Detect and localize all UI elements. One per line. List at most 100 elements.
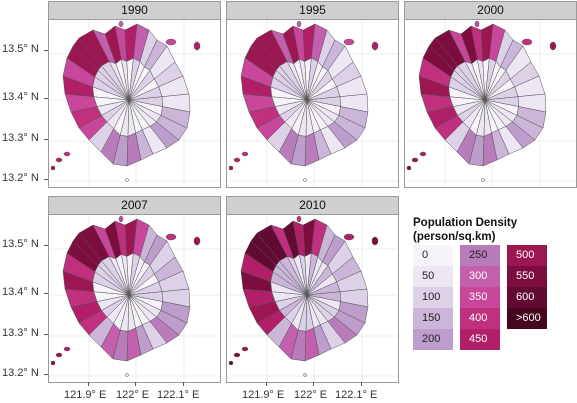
island-region bbox=[125, 178, 129, 182]
island-region bbox=[371, 41, 379, 51]
map-plot bbox=[404, 19, 577, 188]
island-region bbox=[411, 157, 419, 163]
map-panel-1995: 1995 bbox=[226, 1, 399, 188]
y-axis-label: 13.4° N bbox=[2, 286, 39, 298]
panel-strip: 1995 bbox=[226, 1, 399, 20]
y-axis-tick bbox=[44, 374, 48, 375]
map-plot bbox=[48, 19, 221, 188]
island-region bbox=[228, 360, 234, 366]
island-region bbox=[296, 215, 302, 223]
x-axis-label: 122° E bbox=[294, 389, 328, 401]
y-axis-tick bbox=[44, 50, 48, 51]
y-axis-label: 13.2° N bbox=[2, 367, 39, 379]
municipality-region bbox=[97, 260, 130, 296]
legend-title: Population Density (person/sq.km) bbox=[413, 216, 573, 244]
island-region bbox=[165, 38, 177, 46]
legend-swatch bbox=[460, 329, 500, 350]
legend-swatch bbox=[413, 245, 453, 266]
choropleth-map bbox=[227, 215, 398, 382]
island-region bbox=[303, 178, 307, 182]
legend-label: 150 bbox=[422, 312, 441, 324]
y-axis-tick bbox=[44, 179, 48, 180]
choropleth-map bbox=[227, 20, 398, 187]
y-axis-tick bbox=[44, 139, 48, 140]
legend-label: 550 bbox=[516, 270, 535, 282]
x-axis-tick bbox=[313, 382, 314, 386]
y-axis-label: 13.2° N bbox=[2, 172, 39, 184]
legend-label: 0 bbox=[422, 249, 429, 261]
y-axis-label: 13.5° N bbox=[2, 238, 39, 250]
x-axis-label: 122.1° E bbox=[335, 389, 378, 401]
y-axis-label: 13.5° N bbox=[2, 43, 39, 55]
legend-swatch bbox=[460, 266, 500, 287]
island-region bbox=[55, 157, 63, 163]
legend-label: >600 bbox=[516, 312, 541, 324]
island-region bbox=[343, 38, 355, 46]
legend-swatch bbox=[507, 245, 547, 266]
island-region bbox=[63, 346, 71, 352]
y-axis-label: 13.3° N bbox=[2, 132, 39, 144]
municipality-region bbox=[97, 65, 130, 101]
legend-swatch bbox=[460, 245, 500, 266]
island-region bbox=[118, 215, 124, 223]
y-axis-tick bbox=[44, 293, 48, 294]
y-axis-tick bbox=[44, 98, 48, 99]
y-axis-tick bbox=[44, 334, 48, 335]
legend-label: 600 bbox=[516, 291, 535, 303]
map-plot bbox=[48, 214, 221, 383]
island-region bbox=[165, 233, 177, 241]
map-panel-1990: 1990 bbox=[48, 1, 221, 188]
legend-swatch bbox=[507, 308, 547, 329]
panel-strip: 1990 bbox=[48, 1, 221, 20]
island-region bbox=[549, 41, 557, 51]
legend-swatch bbox=[413, 266, 453, 287]
island-region bbox=[481, 178, 485, 182]
legend-label: 200 bbox=[422, 333, 441, 345]
x-axis-label: 121.9° E bbox=[242, 389, 285, 401]
map-panel-2007: 2007 bbox=[48, 196, 221, 383]
legend-label: 250 bbox=[469, 249, 488, 261]
island-region bbox=[63, 151, 71, 157]
legend-swatch bbox=[507, 266, 547, 287]
legend-label: 100 bbox=[422, 291, 441, 303]
island-region bbox=[118, 20, 124, 28]
legend-swatch bbox=[413, 329, 453, 350]
x-axis-label: 122.1° E bbox=[157, 389, 200, 401]
island-region bbox=[241, 151, 249, 157]
island-region bbox=[296, 20, 302, 28]
island-region bbox=[241, 346, 249, 352]
legend-label: 500 bbox=[516, 249, 535, 261]
x-axis-tick bbox=[88, 382, 89, 386]
island-region bbox=[371, 236, 379, 246]
legend-swatch bbox=[460, 308, 500, 329]
x-axis-tick bbox=[183, 382, 184, 386]
island-region bbox=[193, 41, 201, 51]
island-region bbox=[343, 233, 355, 241]
legend-swatch bbox=[460, 287, 500, 308]
x-axis-label: 121.9° E bbox=[64, 389, 107, 401]
map-panel-2010: 2010 bbox=[226, 196, 399, 383]
island-region bbox=[125, 373, 129, 377]
y-axis-label: 13.4° N bbox=[2, 91, 39, 103]
island-region bbox=[233, 352, 241, 358]
panel-strip: 2007 bbox=[48, 196, 221, 215]
map-panel-2000: 2000 bbox=[404, 1, 577, 188]
y-axis-tick bbox=[44, 245, 48, 246]
island-region bbox=[50, 360, 56, 366]
x-axis-tick bbox=[361, 382, 362, 386]
panel-strip: 2010 bbox=[226, 196, 399, 215]
map-plot bbox=[226, 19, 399, 188]
choropleth-map bbox=[49, 215, 220, 382]
island-region bbox=[521, 38, 533, 46]
legend-label: 450 bbox=[469, 333, 488, 345]
x-axis-tick bbox=[266, 382, 267, 386]
island-region bbox=[50, 165, 56, 171]
map-plot bbox=[226, 214, 399, 383]
panel-strip: 2000 bbox=[404, 1, 577, 20]
x-axis-tick bbox=[135, 382, 136, 386]
legend-swatch bbox=[507, 287, 547, 308]
legend-swatch bbox=[413, 287, 453, 308]
island-region bbox=[55, 352, 63, 358]
municipality-region bbox=[275, 65, 308, 101]
legend-title-line2: (person/sq.km) bbox=[413, 231, 496, 243]
